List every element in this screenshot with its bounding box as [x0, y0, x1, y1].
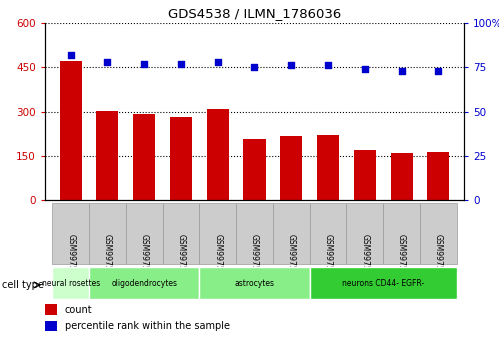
Point: [177, 61, 185, 67]
Point: [324, 63, 332, 68]
Bar: [199, 267, 310, 299]
Text: count: count: [65, 305, 92, 315]
Bar: [346, 203, 383, 264]
Text: oligodendrocytes: oligodendrocytes: [111, 279, 177, 288]
Bar: [236, 203, 273, 264]
Text: GSM997567: GSM997567: [397, 234, 406, 280]
Text: neural rosettes: neural rosettes: [41, 279, 100, 288]
Point: [361, 66, 369, 72]
Text: GSM997560: GSM997560: [140, 234, 149, 280]
Bar: [317, 135, 339, 200]
Bar: [273, 203, 310, 264]
Text: astrocytes: astrocytes: [235, 279, 274, 288]
Bar: [96, 111, 118, 200]
Text: GSM997558: GSM997558: [66, 234, 75, 280]
Text: GSM997561: GSM997561: [177, 234, 186, 280]
Bar: [170, 116, 192, 200]
Point: [140, 61, 148, 67]
Bar: [52, 203, 89, 264]
Bar: [59, 61, 82, 200]
Bar: [427, 152, 450, 200]
Bar: [383, 203, 420, 264]
Point: [398, 68, 406, 74]
Bar: [199, 203, 236, 264]
Text: neurons CD44- EGFR-: neurons CD44- EGFR-: [342, 279, 424, 288]
Bar: [133, 114, 155, 200]
Text: cell type: cell type: [2, 280, 44, 290]
Bar: [89, 203, 126, 264]
Point: [434, 68, 442, 74]
Point: [250, 64, 258, 70]
Text: GSM997564: GSM997564: [287, 234, 296, 280]
Text: GSM997568: GSM997568: [434, 234, 443, 280]
Bar: [391, 153, 413, 200]
Text: GSM997562: GSM997562: [213, 234, 222, 280]
Bar: [89, 267, 199, 299]
Point: [103, 59, 111, 65]
Bar: [163, 203, 199, 264]
Text: GSM997566: GSM997566: [360, 234, 369, 280]
Point: [214, 59, 222, 65]
Text: GSM997559: GSM997559: [103, 234, 112, 280]
Bar: [354, 150, 376, 200]
Bar: [280, 136, 302, 200]
Title: GDS4538 / ILMN_1786036: GDS4538 / ILMN_1786036: [168, 7, 341, 21]
Text: GSM997565: GSM997565: [323, 234, 332, 280]
Bar: [420, 203, 457, 264]
Text: percentile rank within the sample: percentile rank within the sample: [65, 321, 230, 331]
Bar: [244, 139, 265, 200]
Bar: [52, 267, 89, 299]
Point: [287, 63, 295, 68]
Text: GSM997563: GSM997563: [250, 234, 259, 280]
Bar: [207, 109, 229, 200]
Point: [67, 52, 75, 58]
Bar: [310, 267, 457, 299]
Bar: [126, 203, 163, 264]
Bar: [310, 203, 346, 264]
